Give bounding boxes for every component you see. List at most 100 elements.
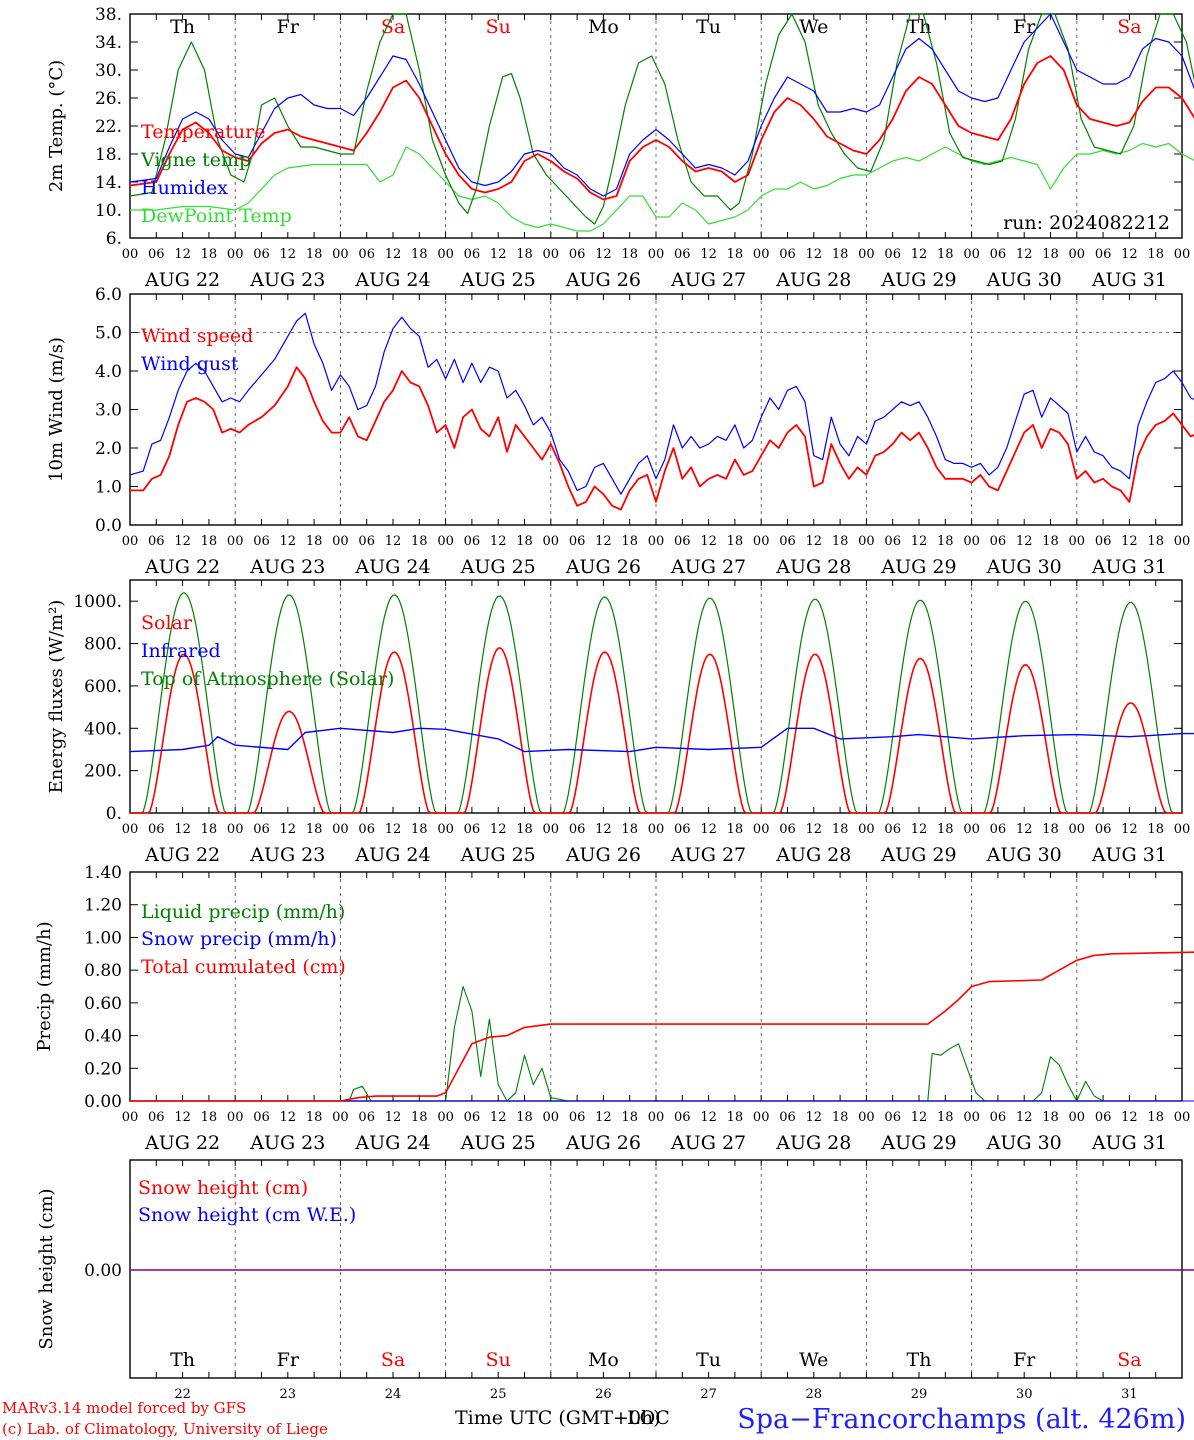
hour-label: 00 (1069, 247, 1086, 262)
date-label: AUG 23 (249, 844, 325, 866)
date-label: AUG 24 (354, 844, 430, 866)
hour-label: 18 (621, 247, 638, 262)
hour-label: 00 (332, 822, 349, 837)
date-label: AUG 30 (986, 844, 1062, 866)
day-number-label: 22 (174, 1387, 191, 1402)
hour-label: 18 (937, 247, 954, 262)
hour-label: 06 (990, 1110, 1007, 1125)
hour-label: 18 (306, 247, 323, 262)
date-label: AUG 26 (565, 844, 641, 866)
hour-label: 18 (516, 822, 533, 837)
hour-label: 06 (569, 822, 586, 837)
hour-label: 00 (858, 534, 875, 549)
hour-label: 18 (621, 1110, 638, 1125)
hour-label: 06 (990, 247, 1007, 262)
y-axis-label: 2m Temp. (°C) (46, 60, 67, 192)
hour-label: 12 (700, 1110, 717, 1125)
hour-label: 18 (727, 534, 744, 549)
legend-entry: Wind gust (141, 353, 239, 375)
hour-label: 18 (832, 534, 849, 549)
hour-label: 00 (122, 822, 139, 837)
date-label: AUG 30 (986, 1132, 1062, 1154)
hour-label: 00 (753, 247, 770, 262)
hour-label: 00 (227, 534, 244, 549)
day-number-label: 29 (911, 1387, 928, 1402)
y-tick-label: 34. (95, 33, 122, 53)
credit-line-2: (c) Lab. of Climatology, University of L… (2, 1420, 328, 1438)
hour-label: 12 (490, 822, 507, 837)
wind-gust-line (129, 312, 1194, 495)
hour-label: 18 (516, 247, 533, 262)
y-tick-label: 38. (95, 5, 122, 25)
hour-label: 18 (516, 534, 533, 549)
hour-label: 00 (122, 247, 139, 262)
infrared-line (129, 727, 1194, 753)
hour-label: 00 (1174, 534, 1191, 549)
hour-label: 00 (1069, 822, 1086, 837)
wind-speed-line (130, 366, 1194, 511)
hour-label: 06 (148, 247, 165, 262)
hour-label: 12 (806, 247, 823, 262)
hour-label: 06 (674, 822, 691, 837)
weekday-label: Su (486, 1349, 511, 1371)
hour-label: 06 (358, 247, 375, 262)
hour-label: 00 (543, 822, 560, 837)
run-label: run: 2024082212 (1003, 212, 1170, 234)
hour-label: 18 (411, 1110, 428, 1125)
y-tick-label: 0.20 (84, 1059, 122, 1079)
y-tick-label: 6.0 (95, 285, 122, 305)
hour-label: 06 (569, 534, 586, 549)
date-label: AUG 29 (880, 1132, 956, 1154)
date-label: AUG 24 (354, 269, 430, 291)
hour-label: 18 (411, 534, 428, 549)
weekday-label: Fr (1013, 16, 1036, 38)
day-number-label: 30 (1016, 1387, 1033, 1402)
date-label: AUG 22 (144, 269, 220, 291)
legend-entry: DewPoint Temp (141, 205, 292, 227)
y-tick-label: 200. (84, 762, 122, 782)
hour-label: 06 (884, 1110, 901, 1125)
weekday-label: We (799, 16, 828, 38)
hour-label: 12 (280, 247, 297, 262)
y-tick-label: 26. (95, 89, 122, 109)
hour-label: 12 (385, 247, 402, 262)
hour-label: 06 (1095, 1110, 1112, 1125)
weekday-label: Sa (1117, 16, 1141, 38)
hour-label: 00 (648, 247, 665, 262)
hour-label: 00 (1174, 247, 1191, 262)
hour-label: 12 (1016, 1110, 1033, 1125)
hour-label: 18 (1147, 822, 1164, 837)
date-label: AUG 30 (986, 269, 1062, 291)
weekday-label: Tu (696, 1349, 721, 1371)
hour-label: 18 (1042, 1110, 1059, 1125)
date-label: AUG 27 (670, 1132, 746, 1154)
day-number-label: 31 (1121, 1387, 1138, 1402)
hour-label: 12 (806, 822, 823, 837)
legend-entry: Total cumulated (cm) (141, 956, 346, 978)
date-label: AUG 25 (460, 269, 536, 291)
hour-label: 00 (437, 534, 454, 549)
hour-label: 06 (358, 1110, 375, 1125)
hour-label: 12 (1121, 247, 1138, 262)
hour-label: 12 (595, 822, 612, 837)
date-label: AUG 26 (565, 269, 641, 291)
day-number-label: 27 (700, 1387, 717, 1402)
date-label: AUG 28 (775, 269, 851, 291)
hour-label: 12 (806, 1110, 823, 1125)
date-label: AUG 27 (670, 844, 746, 866)
date-label: AUG 27 (670, 556, 746, 578)
hour-label: 06 (779, 534, 796, 549)
hour-label: 06 (674, 534, 691, 549)
weekday-label: Th (907, 1349, 932, 1371)
hour-label: 00 (648, 534, 665, 549)
hour-label: 06 (779, 822, 796, 837)
hour-label: 00 (1069, 534, 1086, 549)
y-tick-label: 0.80 (84, 961, 122, 981)
y-tick-label: 14. (95, 173, 122, 193)
legend-entry: Liquid precip (mm/h) (141, 901, 345, 923)
hour-label: 06 (1095, 247, 1112, 262)
legend-entry: Wind speed (141, 325, 253, 347)
loc-label: LOC (627, 1407, 670, 1429)
hour-label: 18 (832, 247, 849, 262)
hour-label: 00 (332, 1110, 349, 1125)
